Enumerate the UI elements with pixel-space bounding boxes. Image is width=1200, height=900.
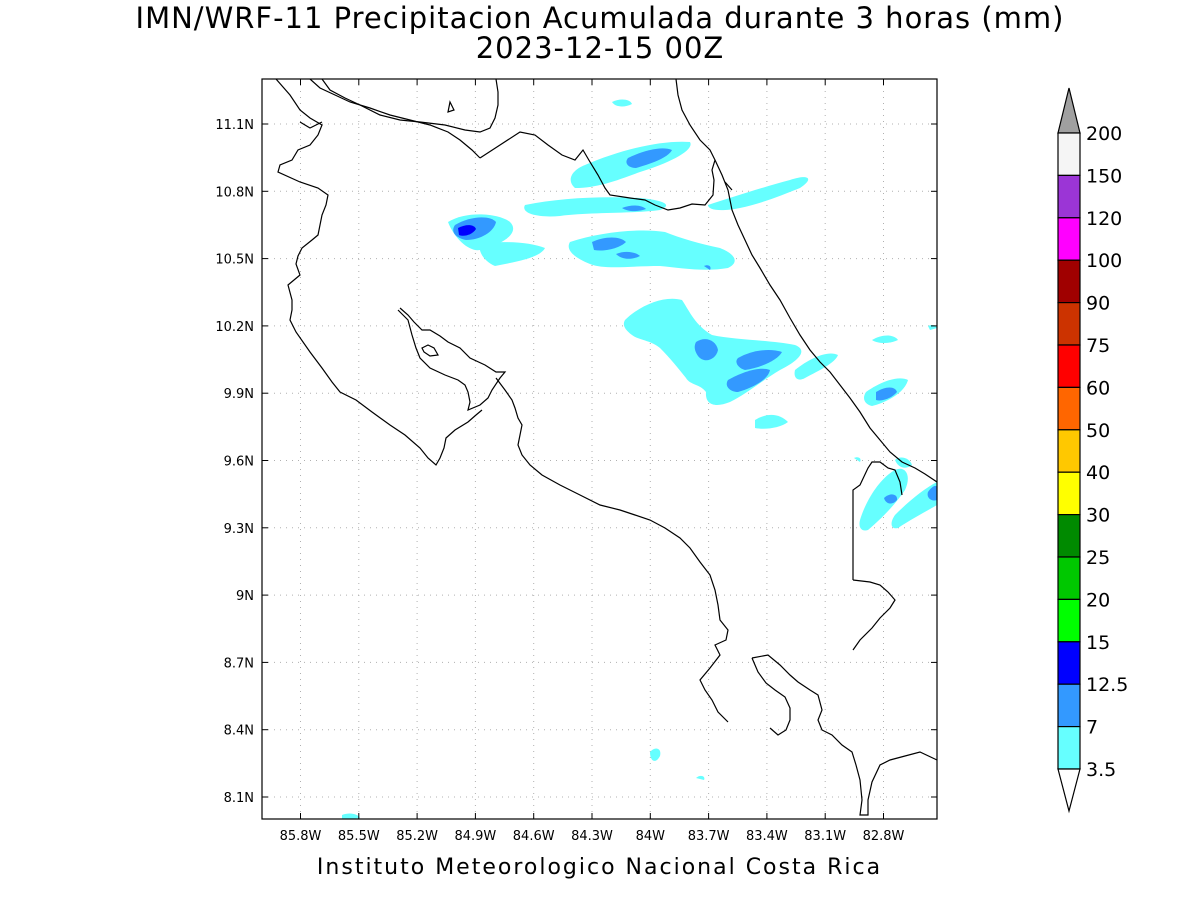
colorbar-level-label: 60 (1086, 377, 1110, 399)
lon-tick-label: 84.3W (571, 829, 613, 844)
colorbar-swatch (1057, 556, 1081, 601)
colorbar-under-arrow (1057, 768, 1081, 814)
precipitation-field (342, 99, 937, 819)
colorbar-swatch (1057, 513, 1081, 558)
lat-tick-label: 8.1N (224, 791, 254, 806)
colorbar-swatch (1057, 344, 1081, 389)
colorbar-level-label: 150 (1086, 165, 1122, 187)
colorbar-level-label: 3.5 (1086, 759, 1116, 781)
colorbar-level-label: 20 (1086, 589, 1110, 611)
colorbar-level-label: 200 (1086, 123, 1122, 145)
colorbar-swatch (1057, 132, 1081, 177)
colorbar-level-label: 40 (1086, 462, 1110, 484)
colorbar-swatch (1057, 217, 1081, 261)
latitude-labels: 11.1N 10.8N 10.5N 10.2N 9.9N 9.6N 9.3N 9N 8.7N 8.… (215, 118, 254, 806)
lon-tick-label: 84W (636, 829, 666, 844)
colorbar-level-label: 50 (1086, 420, 1110, 442)
lat-tick-label: 9.6N (224, 455, 254, 470)
lat-tick-label: 9N (236, 589, 254, 604)
coastline (275, 79, 937, 816)
lat-tick-label: 10.5N (215, 253, 254, 268)
map-subtitle: 2023-12-15 00Z (475, 31, 725, 65)
colorbar-swatch (1057, 429, 1081, 473)
colorbar-swatch (1057, 683, 1081, 728)
longitude-labels: 85.8W 85.5W 85.2W 84.9W 84.6W 84.3W 84W 83.7W 83… (280, 829, 905, 844)
lat-tick-label: 10.2N (215, 320, 254, 335)
footer-credit: Instituto Meteorologico Nacional Costa R… (316, 855, 883, 880)
map-title: IMN/WRF-11 Precipitacion Acumulada duran… (135, 1, 1065, 35)
colorbar-level-label: 12.5 (1086, 674, 1128, 696)
lat-tick-label: 8.7N (224, 656, 254, 671)
colorbar-level-label: 15 (1086, 632, 1110, 654)
colorbar-swatch (1057, 259, 1081, 304)
colorbar-level-label: 90 (1086, 293, 1110, 315)
lat-tick-label: 9.9N (224, 387, 254, 402)
colorbar: 200 150 120 100 90 75 60 50 40 30 25 20 15 12.5 7 3.5 (1057, 87, 1128, 814)
axis-ticks (262, 79, 937, 819)
colorbar-swatch (1057, 174, 1081, 219)
lon-tick-label: 85.8W (280, 829, 322, 844)
lat-tick-label: 10.8N (215, 185, 254, 200)
colorbar-level-label: 25 (1086, 547, 1110, 569)
lon-tick-label: 85.2W (396, 829, 438, 844)
lat-tick-label: 9.3N (224, 522, 254, 537)
colorbar-swatch (1057, 471, 1081, 516)
lat-tick-label: 11.1N (215, 118, 254, 133)
colorbar-level-label: 100 (1086, 250, 1122, 272)
lon-tick-label: 84.6W (513, 829, 555, 844)
lon-tick-label: 85.5W (338, 829, 380, 844)
lat-tick-label: 8.4N (224, 724, 254, 739)
colorbar-swatch (1057, 641, 1081, 685)
colorbar-level-label: 75 (1086, 335, 1110, 357)
colorbar-swatch (1057, 302, 1081, 346)
lon-tick-label: 83.1W (804, 829, 846, 844)
lon-tick-label: 82.8W (863, 829, 905, 844)
lon-tick-label: 83.4W (746, 829, 788, 844)
colorbar-swatch (1057, 386, 1081, 431)
colorbar-swatch (1057, 725, 1081, 770)
lon-tick-label: 83.7W (688, 829, 730, 844)
lon-tick-label: 84.9W (454, 829, 496, 844)
colorbar-level-label: 7 (1086, 717, 1098, 739)
map-grid (262, 79, 937, 819)
colorbar-level-label: 30 (1086, 505, 1110, 527)
colorbar-over-arrow (1057, 87, 1081, 134)
map-frame (261, 78, 938, 820)
colorbar-swatch (1057, 598, 1081, 643)
colorbar-level-label: 120 (1086, 208, 1122, 230)
